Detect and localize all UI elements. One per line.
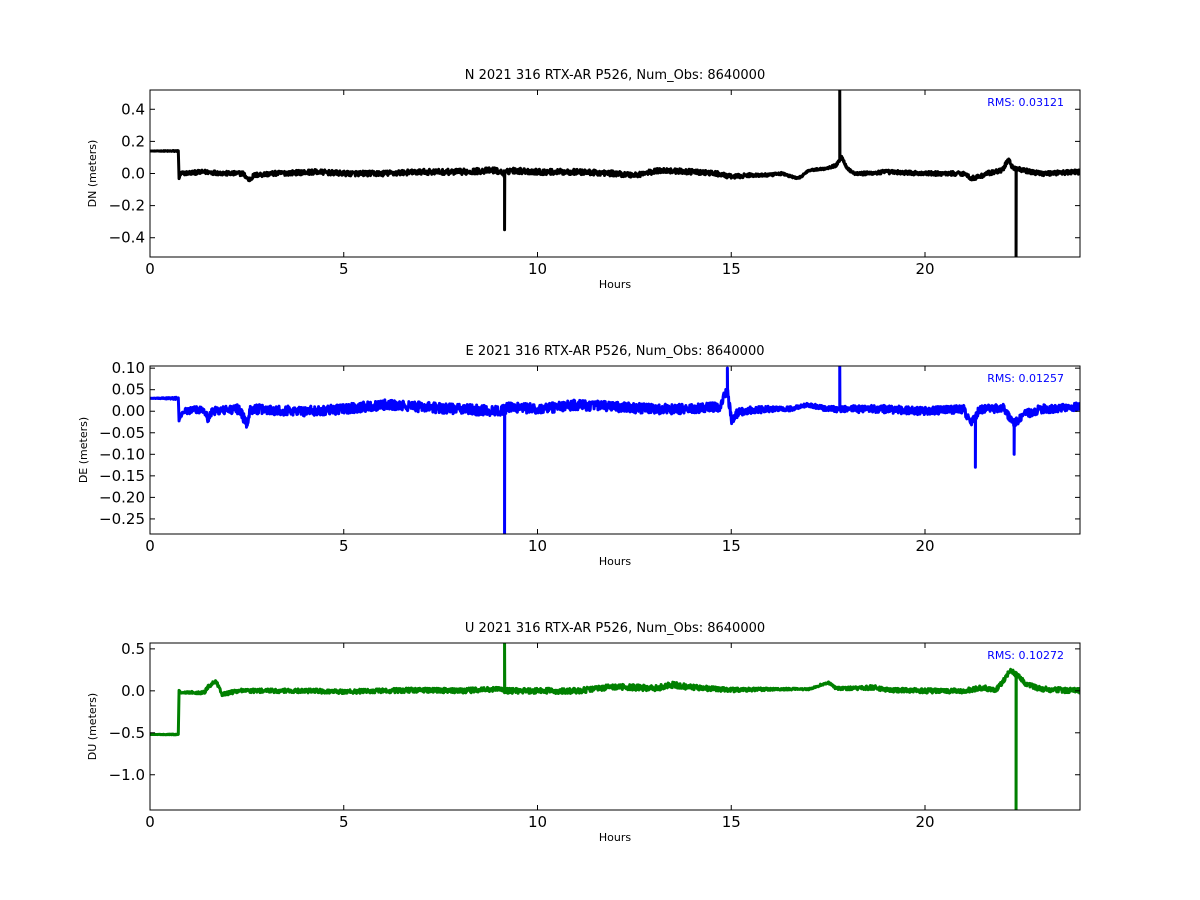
n-ytick-label: 0.0 <box>121 165 145 183</box>
e-panel: E 2021 316 RTX-AR P526, Num_Obs: 8640000… <box>77 344 1081 568</box>
n-xtick-label: 20 <box>915 260 934 278</box>
e-ytick-label: −0.20 <box>99 488 145 506</box>
u-series-line <box>150 643 1080 810</box>
n-xlabel: Hours <box>599 278 631 291</box>
e-series-line <box>150 366 1080 534</box>
u-xtick-label: 15 <box>722 813 741 831</box>
e-ylabel: DE (meters) <box>77 417 90 483</box>
u-title: U 2021 316 RTX-AR P526, Num_Obs: 8640000 <box>465 621 765 636</box>
e-xtick-label: 5 <box>339 537 349 555</box>
e-ytick-label: −0.10 <box>99 445 145 463</box>
n-xtick-label: 0 <box>145 260 155 278</box>
e-xtick-label: 0 <box>145 537 155 555</box>
u-panel: U 2021 316 RTX-AR P526, Num_Obs: 8640000… <box>86 621 1081 844</box>
u-ytick-label: 0.5 <box>121 640 145 658</box>
e-rms-annotation: RMS: 0.01257 <box>987 372 1064 385</box>
e-xtick-label: 15 <box>722 537 741 555</box>
e-ytick-label: 0.05 <box>112 381 145 399</box>
n-title: N 2021 316 RTX-AR P526, Num_Obs: 8640000 <box>465 68 765 83</box>
n-ylabel: DN (meters) <box>86 140 99 208</box>
n-rms-annotation: RMS: 0.03121 <box>987 96 1064 109</box>
e-xtick-label: 10 <box>528 537 547 555</box>
e-ytick-label: −0.05 <box>99 424 145 442</box>
u-xtick-label: 10 <box>528 813 547 831</box>
e-ytick-label: −0.15 <box>99 467 145 485</box>
n-ytick-label: −0.2 <box>109 197 145 215</box>
n-panel: N 2021 316 RTX-AR P526, Num_Obs: 8640000… <box>86 68 1081 291</box>
u-axes-frame <box>149 642 1081 811</box>
e-title: E 2021 316 RTX-AR P526, Num_Obs: 8640000 <box>466 344 765 359</box>
u-ytick-label: 0.0 <box>121 682 145 700</box>
u-ytick-label: −1.0 <box>109 766 145 784</box>
u-xlabel: Hours <box>599 831 631 844</box>
n-series-line <box>150 90 1080 257</box>
e-axes-frame <box>149 365 1081 535</box>
n-xtick-label: 5 <box>339 260 349 278</box>
u-xtick-label: 5 <box>339 813 349 831</box>
e-ytick-label: −0.25 <box>99 510 145 528</box>
e-ytick-label: 0.10 <box>112 359 145 377</box>
e-xtick-label: 20 <box>915 537 934 555</box>
u-ylabel: DU (meters) <box>86 693 99 760</box>
e-ytick-label: 0.00 <box>112 402 145 420</box>
n-ytick-label: 0.4 <box>121 100 145 118</box>
e-xlabel: Hours <box>599 555 631 568</box>
n-xtick-label: 15 <box>722 260 741 278</box>
n-xtick-label: 10 <box>528 260 547 278</box>
n-ytick-label: 0.2 <box>121 132 145 150</box>
u-xtick-label: 0 <box>145 813 155 831</box>
n-ytick-label: −0.4 <box>109 229 145 247</box>
u-rms-annotation: RMS: 0.10272 <box>987 649 1064 662</box>
u-ytick-label: −0.5 <box>109 724 145 742</box>
u-xtick-label: 20 <box>915 813 934 831</box>
